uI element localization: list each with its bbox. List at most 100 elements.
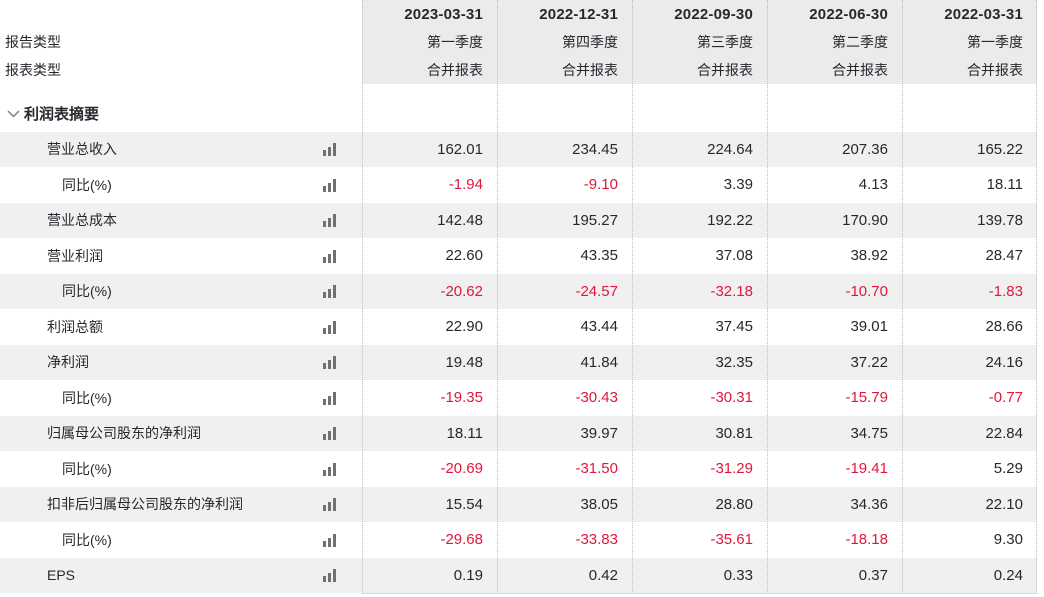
chevron-down-icon[interactable] xyxy=(7,109,20,118)
table-row[interactable]: 营业利润 22.60 43.35 37.08 38.92 28.47 xyxy=(0,238,1037,274)
value-cell: 39.01 xyxy=(850,318,888,336)
value-cell: 162.01 xyxy=(437,140,483,158)
table-row[interactable]: 同比(%) -1.94 -9.10 3.39 4.13 18.11 xyxy=(0,167,1037,203)
row-label-cell: 扣非后归属母公司股东的净利润 xyxy=(0,487,362,523)
row-label-cell: 营业总成本 xyxy=(0,203,362,239)
table-body: 营业总收入 162.01 234.45 224.64 207.36 165.22 同比(%)… xyxy=(0,131,1044,594)
report-type-value: 第四季度 xyxy=(562,34,618,50)
value-cell: -30.43 xyxy=(575,389,618,407)
bar-chart-icon[interactable] xyxy=(323,497,336,512)
table-row[interactable]: 营业总成本 142.48 195.27 192.22 170.90 139.78 xyxy=(0,202,1037,239)
value-cell: -24.57 xyxy=(575,282,618,300)
statement-type-value: 合并报表 xyxy=(562,62,618,78)
table-row[interactable]: EPS 0.19 0.42 0.33 0.37 0.24 xyxy=(0,557,1037,594)
bar-chart-icon[interactable] xyxy=(323,249,336,263)
row-label: 归属母公司股东的净利润 xyxy=(47,425,201,442)
table-row[interactable]: 同比(%) -20.69 -31.50 -31.29 -19.41 5.29 xyxy=(0,451,1037,487)
row-label-cell: 归属母公司股东的净利润 xyxy=(0,416,362,452)
table-row[interactable]: 利润总额 22.90 43.44 37.45 39.01 28.66 xyxy=(0,309,1037,345)
value-cell: -19.41 xyxy=(845,460,888,478)
report-type-label-cell: 报告类型 xyxy=(0,28,362,56)
row-label: 扣非后归属母公司股东的净利润 xyxy=(47,496,243,513)
value-cell: -29.68 xyxy=(440,531,483,549)
value-cell: 139.78 xyxy=(977,211,1023,229)
report-type-value: 第三季度 xyxy=(697,34,753,50)
value-cell: 24.16 xyxy=(985,353,1023,371)
row-value-cells: -19.35 -30.43 -30.31 -15.79 -0.77 xyxy=(362,380,1037,416)
value-cell: 18.11 xyxy=(986,176,1023,194)
value-cell: -31.50 xyxy=(575,460,618,478)
value-cell: -10.70 xyxy=(845,282,888,300)
report-type-row: 报告类型 第一季度 第四季度 第三季度 第二季度 第一季度 xyxy=(0,28,1037,56)
row-value-cells: -20.62 -24.57 -32.18 -10.70 -1.83 xyxy=(362,274,1037,310)
value-cell: -20.69 xyxy=(440,460,483,478)
row-label-cell: 净利润 xyxy=(0,345,362,381)
bar-chart-icon[interactable] xyxy=(323,355,336,370)
value-cell: 165.22 xyxy=(977,140,1023,158)
bar-chart-icon[interactable] xyxy=(323,284,336,299)
value-cell: 0.33 xyxy=(723,566,753,584)
bar-chart-icon[interactable] xyxy=(323,178,336,192)
bar-chart-icon[interactable] xyxy=(323,533,336,547)
value-cell: -1.94 xyxy=(448,176,483,194)
row-value-cells: 0.19 0.42 0.33 0.37 0.24 xyxy=(362,558,1037,594)
statement-type-label: 报表类型 xyxy=(5,62,61,78)
value-cell: -19.35 xyxy=(440,389,483,407)
value-cell: -0.77 xyxy=(988,389,1023,407)
table-row[interactable]: 同比(%) -20.62 -24.57 -32.18 -10.70 -1.83 xyxy=(0,273,1037,310)
value-cell: 37.22 xyxy=(850,353,888,371)
row-label: 利润总额 xyxy=(47,318,103,335)
row-label: 营业利润 xyxy=(47,247,103,264)
bar-chart-icon[interactable] xyxy=(323,391,336,405)
bar-chart-icon[interactable] xyxy=(323,142,336,157)
row-value-cells: 15.54 38.05 28.80 34.36 22.10 xyxy=(362,487,1037,523)
section-title: 利润表摘要 xyxy=(24,106,100,124)
table-row[interactable]: 净利润 19.48 41.84 32.35 37.22 24.16 xyxy=(0,344,1037,381)
report-type-label: 报告类型 xyxy=(5,34,61,50)
value-cell: 34.36 xyxy=(850,495,888,513)
column-date: 2022-06-30 xyxy=(809,5,888,23)
value-cell: 22.10 xyxy=(985,495,1023,513)
bar-chart-icon[interactable] xyxy=(323,462,336,476)
value-cell: 9.30 xyxy=(993,531,1023,549)
table-row[interactable]: 归属母公司股东的净利润 18.11 39.97 30.81 34.75 22.84 xyxy=(0,415,1037,452)
value-cell: -1.83 xyxy=(988,282,1023,300)
bar-chart-icon[interactable] xyxy=(323,568,336,583)
row-value-cells: 18.11 39.97 30.81 34.75 22.84 xyxy=(362,416,1037,452)
value-cell: 0.19 xyxy=(453,566,483,584)
statement-type-label-cell: 报表类型 xyxy=(0,56,362,84)
value-cell: 0.24 xyxy=(993,566,1023,584)
table-row[interactable]: 营业总收入 162.01 234.45 224.64 207.36 165.22 xyxy=(0,131,1037,167)
statement-type-row: 报表类型 合并报表 合并报表 合并报表 合并报表 合并报表 xyxy=(0,56,1037,84)
value-cell: 28.47 xyxy=(985,247,1023,265)
bar-chart-icon[interactable] xyxy=(323,320,336,334)
row-label: 同比(%) xyxy=(62,460,112,477)
table-row[interactable]: 同比(%) -29.68 -33.83 -35.61 -18.18 9.30 xyxy=(0,522,1037,558)
value-cell: 170.90 xyxy=(842,211,888,229)
row-label: 同比(%) xyxy=(62,389,112,406)
value-cell: -20.62 xyxy=(440,282,483,300)
row-label: 同比(%) xyxy=(62,283,112,300)
value-cell: -33.83 xyxy=(575,531,618,549)
column-date: 2022-12-31 xyxy=(539,5,618,23)
bar-chart-icon[interactable] xyxy=(323,426,336,441)
value-cell: 207.36 xyxy=(842,140,888,158)
row-label-cell: 同比(%) xyxy=(0,380,362,416)
section-row-income-summary[interactable]: 利润表摘要 xyxy=(0,96,1037,132)
value-cell: 38.05 xyxy=(580,495,618,513)
statement-type-cells: 合并报表 合并报表 合并报表 合并报表 合并报表 xyxy=(362,56,1037,84)
bar-chart-icon[interactable] xyxy=(323,213,336,228)
table-row[interactable]: 同比(%) -19.35 -30.43 -30.31 -15.79 -0.77 xyxy=(0,380,1037,416)
row-value-cells: 19.48 41.84 32.35 37.22 24.16 xyxy=(362,345,1037,381)
row-label-cell: 营业利润 xyxy=(0,238,362,274)
row-label-cell: 同比(%) xyxy=(0,167,362,203)
row-value-cells: 22.60 43.35 37.08 38.92 28.47 xyxy=(362,238,1037,274)
report-type-value: 第一季度 xyxy=(967,34,1023,50)
report-type-value: 第一季度 xyxy=(427,34,483,50)
row-label: 营业总收入 xyxy=(47,141,117,158)
value-cell: 3.39 xyxy=(723,176,753,194)
value-cell: 43.35 xyxy=(580,247,618,265)
table-row[interactable]: 扣非后归属母公司股东的净利润 15.54 38.05 28.80 34.36 22.10 xyxy=(0,486,1037,523)
value-cell: -18.18 xyxy=(845,531,888,549)
